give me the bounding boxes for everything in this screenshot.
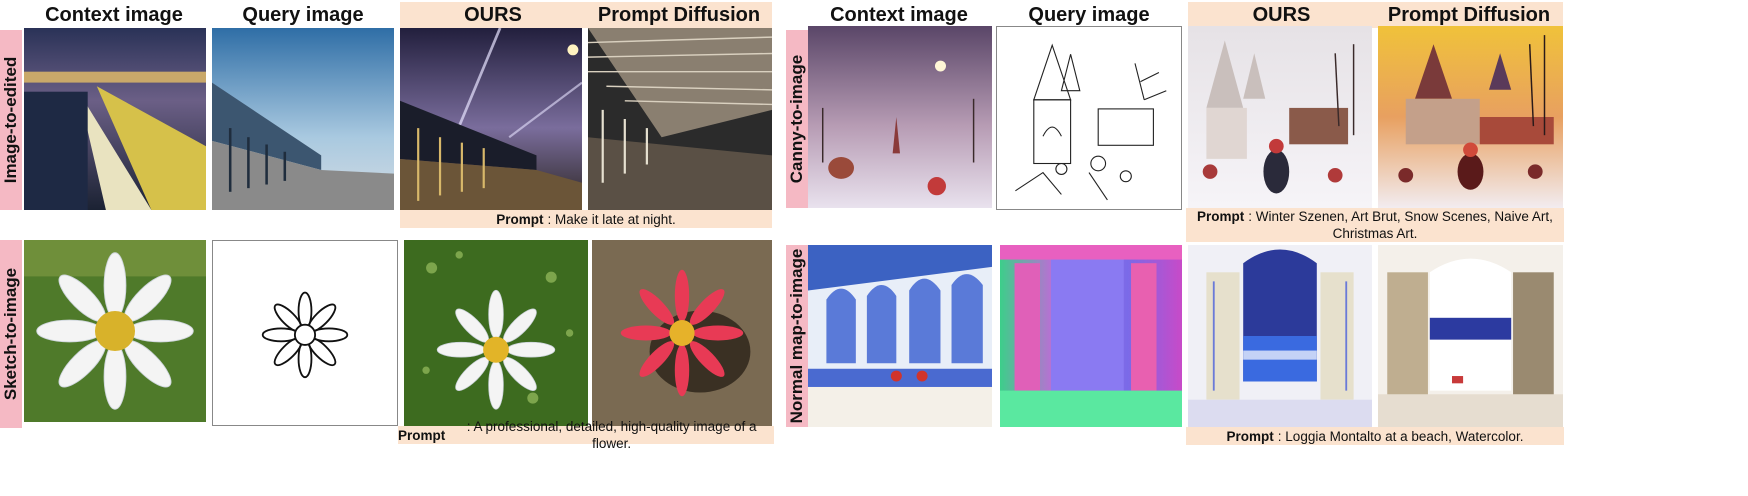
prompt-diffusion-output-flower xyxy=(592,240,772,426)
side-label-sketch-to-image: Sketch-to-image xyxy=(0,240,22,428)
side-label-normal-map-to-image: Normal map-to-image xyxy=(786,245,808,427)
prompt-diffusion-output-pier xyxy=(588,28,772,210)
header-ours-left: OURS xyxy=(464,4,522,26)
side-label-canny-to-image: Canny-to-image xyxy=(786,30,808,208)
prompt-diffusion-output-loggia xyxy=(1378,245,1563,427)
context-image-winter xyxy=(808,26,992,208)
ours-output-pier-night xyxy=(400,28,582,210)
prompt-image-to-edited: Prompt: Make it late at night. xyxy=(400,210,772,228)
header-prompt-diffusion-left: Prompt Diffusion xyxy=(597,4,761,26)
query-image-canny-edges xyxy=(996,26,1182,210)
header-query-left: Query image xyxy=(242,4,364,26)
header-ours-right: OURS xyxy=(1252,4,1311,26)
prompt-canny-to-image: Prompt: Winter Szenen, Art Brut, Snow Sc… xyxy=(1186,208,1564,242)
query-image-normal-map xyxy=(1000,245,1182,427)
header-prompt-diffusion-right: Prompt Diffusion xyxy=(1387,4,1551,26)
header-context-right: Context image xyxy=(830,4,968,26)
context-image-daisy xyxy=(24,240,206,422)
query-image-pier xyxy=(212,28,394,210)
prompt-normal-map-to-image: Prompt: Loggia Montalto at a beach, Wate… xyxy=(1186,427,1564,445)
header-highlight-left xyxy=(400,2,772,28)
side-label-image-to-edited: Image-to-edited xyxy=(0,30,22,210)
prompt-sketch-to-image: Prompt: A professional, detailed, high-q… xyxy=(398,419,774,451)
prompt-diffusion-output-winter xyxy=(1378,26,1563,208)
header-query-right: Query image xyxy=(1028,4,1150,26)
header-context-left: Context image xyxy=(45,4,183,26)
context-image-loggia xyxy=(808,245,992,427)
ours-output-winter xyxy=(1188,26,1372,208)
context-image-pier xyxy=(24,28,206,210)
ours-output-loggia xyxy=(1188,245,1372,427)
query-image-daisy-sketch xyxy=(212,240,398,426)
header-highlight-right xyxy=(1188,2,1563,28)
ours-output-daisy xyxy=(404,240,588,426)
